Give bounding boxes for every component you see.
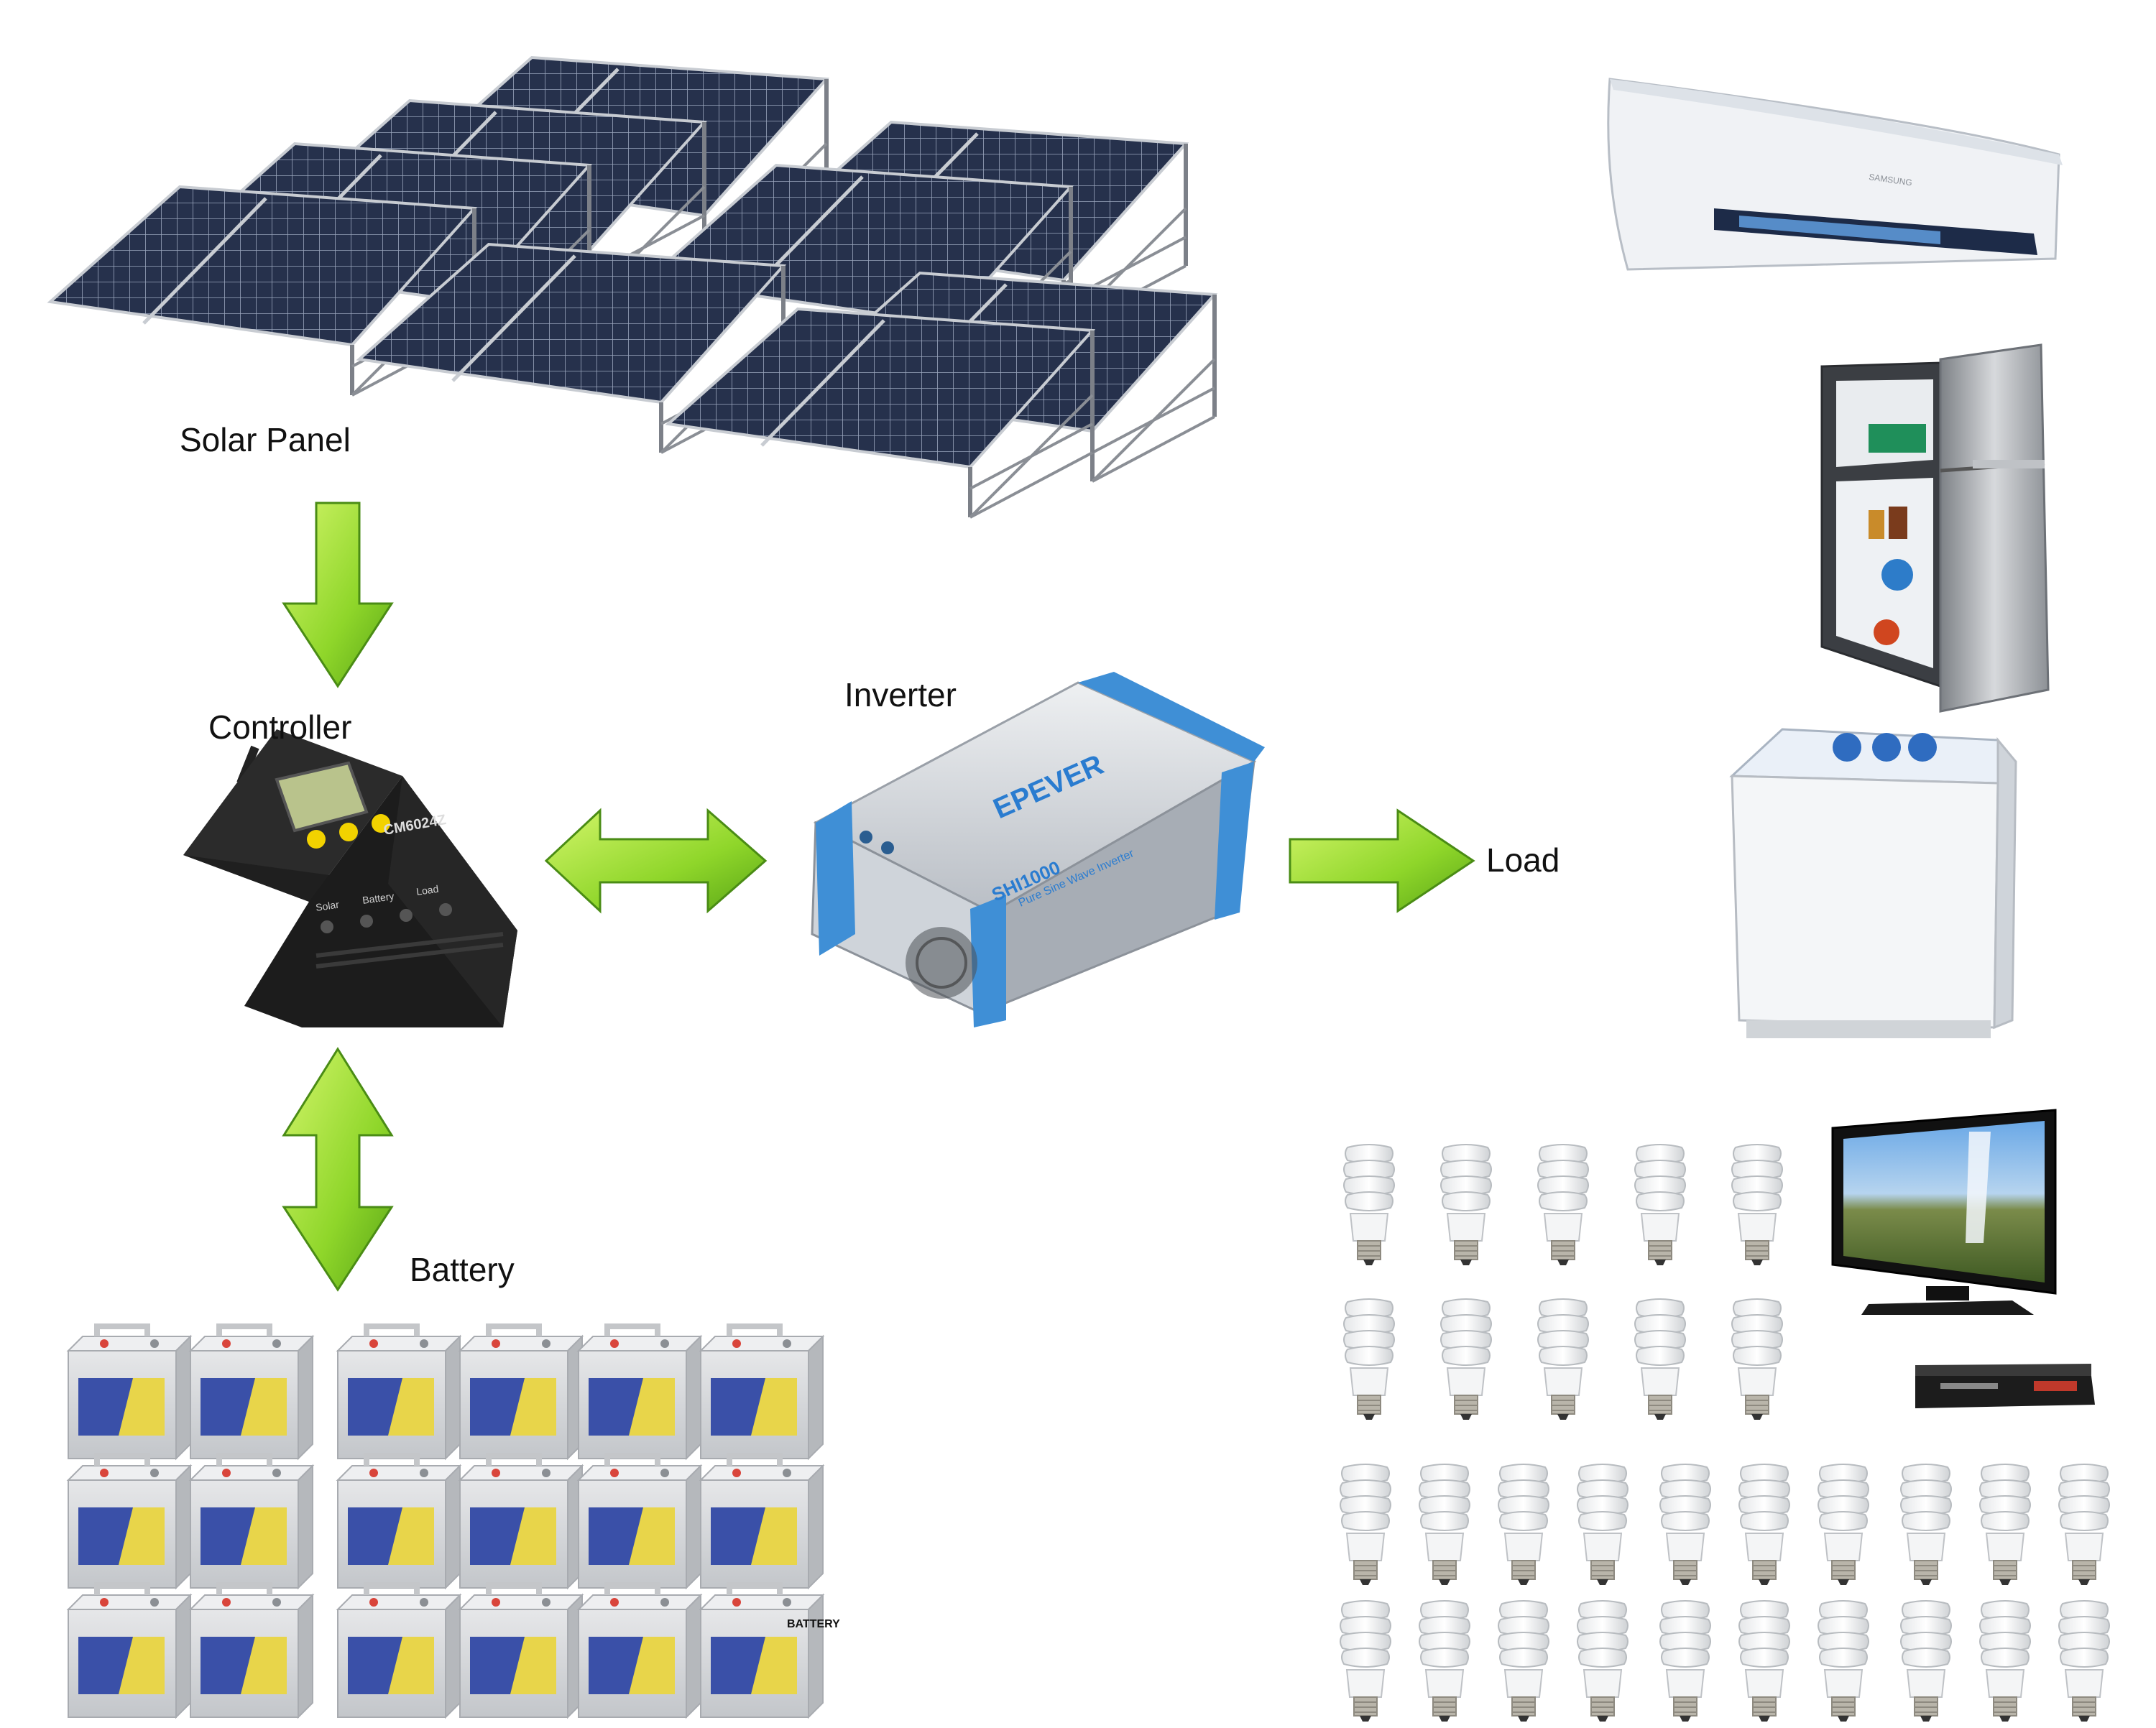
dvd-player-icon [1915, 1364, 2095, 1408]
arrow-icon [544, 808, 768, 914]
load-label: Load [1486, 841, 1560, 879]
television-icon [1831, 1109, 2057, 1315]
battery-icon: BATTERY [68, 1326, 840, 1717]
washing-machine-icon [1729, 728, 2017, 1038]
inverter-icon: EPEVER SHI1000 Pure Sine Wave Inverter [811, 672, 1265, 1027]
controller-port-load: Load [415, 883, 439, 897]
inverter-label: Inverter [844, 676, 957, 713]
air-conditioner-icon: SAMSUNG [1607, 78, 2063, 271]
controller-label: Controller [208, 708, 352, 746]
battery-label-text: BATTERY [787, 1618, 840, 1630]
arrow-icon [282, 1047, 394, 1292]
controller-port-solar: Solar [315, 899, 340, 913]
refrigerator-icon [1820, 343, 2050, 713]
arrow-icon [1289, 808, 1475, 913]
battery-label: Battery [410, 1251, 515, 1288]
charge-controller-icon: CM6024Z Solar Battery Load [183, 729, 517, 1027]
arrow-icon [282, 502, 394, 688]
solar-panel-label: Solar Panel [180, 421, 351, 458]
controller-port-battery: Battery [361, 890, 395, 906]
